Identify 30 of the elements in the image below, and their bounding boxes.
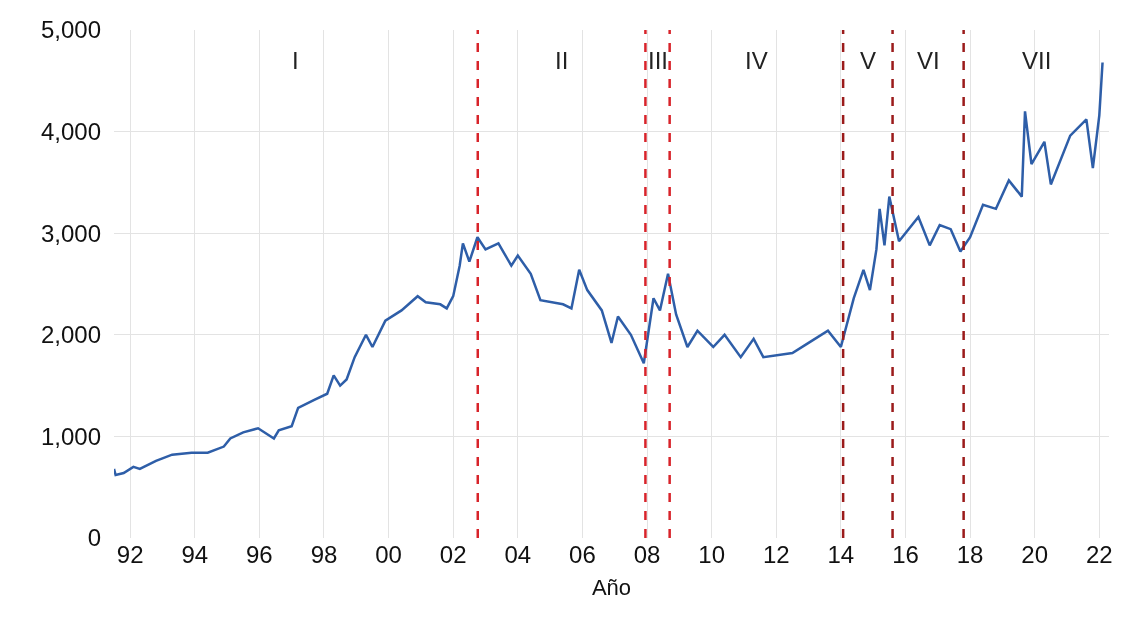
annotation: VII [1022,47,1052,74]
x-tick-label: 04 [504,541,532,568]
x-axis-title: Año [591,574,632,600]
y-tick-label: 5,000 [40,16,101,44]
y-tick-label: 0 [87,524,101,552]
x-tick-label: 16 [892,541,919,568]
x-tick-label: 98 [310,541,338,568]
annotation: II [555,47,569,74]
x-tick-label: 02 [439,541,467,568]
annotation: VI [917,47,940,74]
y-tick-label: 2,000 [40,321,101,349]
x-tick-label: 18 [956,541,984,568]
annotation: IV [745,47,768,74]
annotation: V [860,47,877,74]
x-tick-label: 96 [246,541,273,568]
y-tick-label: 3,000 [40,219,101,247]
annotation: I [292,47,299,74]
x-tick-label: 06 [569,541,596,568]
x-tick-label: 00 [375,541,402,568]
x-tick-label: 92 [116,541,144,568]
x-tick-label: 08 [633,541,661,568]
x-tick-label: 22 [1085,541,1113,568]
x-tick-label: 14 [827,541,855,568]
y-tick-label: 1,000 [40,422,101,450]
x-tick-label: 20 [1021,541,1049,568]
x-tick-label: 94 [181,541,209,568]
y-tick-label: 4,000 [40,118,101,145]
x-tick-label: 12 [762,541,790,568]
annotation: III [648,47,669,74]
x-tick-label: 10 [698,541,725,568]
